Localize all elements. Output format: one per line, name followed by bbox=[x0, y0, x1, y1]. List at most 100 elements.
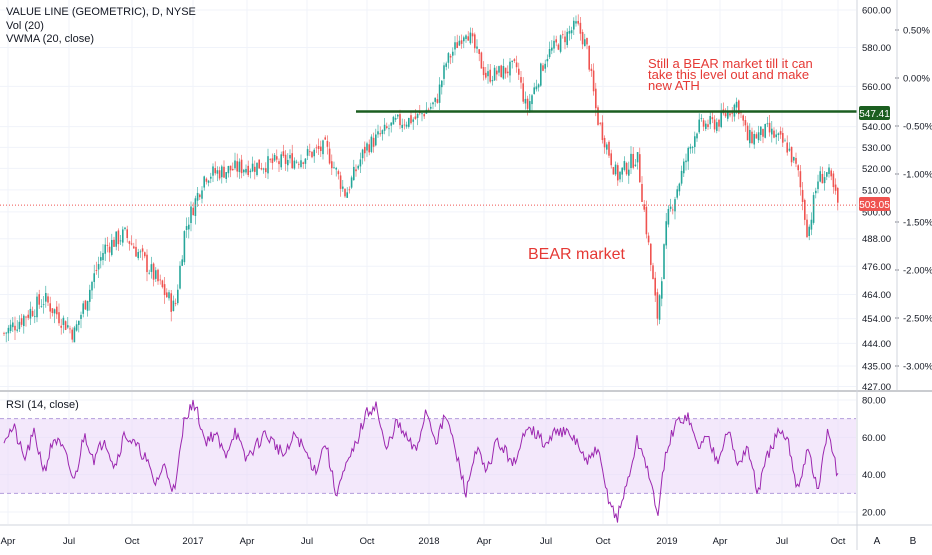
time-tick-label: Jul bbox=[540, 536, 552, 547]
candle bbox=[392, 115, 395, 125]
log-scale-button[interactable]: B bbox=[910, 536, 917, 547]
candle bbox=[672, 206, 674, 215]
candle bbox=[322, 139, 324, 160]
price-tick-label: 488.00 bbox=[862, 234, 891, 245]
candle bbox=[408, 117, 410, 129]
candle bbox=[630, 146, 632, 174]
candle bbox=[667, 205, 670, 228]
candle bbox=[775, 129, 777, 145]
candle bbox=[256, 162, 258, 177]
resistance-badge bbox=[859, 106, 890, 120]
percent-axis[interactable]: 0.50% 0.00% -0.50% -1.00% -1.50% -2.00% -2.50%… bbox=[895, 0, 932, 390]
candle bbox=[388, 124, 390, 137]
candle bbox=[161, 279, 164, 289]
candle bbox=[782, 127, 784, 148]
candle bbox=[357, 164, 359, 171]
rsi-tick-label: 20.00 bbox=[862, 508, 886, 519]
candle bbox=[779, 126, 782, 139]
time-tick-label: Oct bbox=[831, 536, 846, 547]
price-tick-label: 454.00 bbox=[862, 314, 891, 325]
candle bbox=[282, 144, 285, 158]
candle bbox=[790, 146, 793, 167]
candle bbox=[210, 172, 212, 184]
candle bbox=[9, 319, 12, 334]
candle bbox=[575, 15, 577, 27]
candle bbox=[676, 185, 678, 200]
candle bbox=[601, 115, 604, 144]
candle bbox=[141, 244, 144, 261]
candle bbox=[289, 149, 291, 164]
candle bbox=[309, 143, 311, 157]
candle bbox=[744, 116, 747, 132]
time-axis[interactable]: Apr Jul Oct 2017 Apr Jul Oct 2018 Apr Jul Oct 2019 A… bbox=[1, 536, 846, 547]
candle bbox=[804, 198, 806, 226]
candle bbox=[837, 186, 839, 211]
candle bbox=[421, 112, 423, 122]
volume-legend[interactable]: Vol (20) bbox=[6, 20, 44, 32]
candle bbox=[650, 243, 652, 272]
candle bbox=[284, 150, 287, 171]
candle bbox=[656, 288, 659, 326]
price-tick-label: 520.00 bbox=[862, 164, 891, 175]
candle bbox=[753, 130, 755, 149]
candle bbox=[124, 226, 126, 231]
candle bbox=[218, 166, 221, 181]
candle bbox=[159, 274, 161, 285]
candle bbox=[643, 199, 645, 213]
candle bbox=[520, 71, 522, 89]
candle bbox=[267, 148, 269, 180]
rsi-legend[interactable]: RSI (14, close) bbox=[6, 399, 79, 411]
candle bbox=[821, 166, 824, 184]
last-price-badge bbox=[859, 197, 890, 211]
symbol-legend[interactable]: VALUE LINE (GEOMETRIC), D, NYSE bbox=[6, 6, 196, 18]
candle bbox=[302, 161, 304, 169]
price-tick-label: 427.00 bbox=[862, 382, 891, 393]
candle bbox=[355, 164, 357, 177]
candle bbox=[86, 300, 89, 317]
candle bbox=[150, 256, 153, 279]
candle bbox=[619, 170, 621, 183]
candle bbox=[553, 35, 555, 53]
rsi-tick-label: 40.00 bbox=[862, 470, 886, 481]
candle bbox=[689, 143, 692, 154]
vwma-legend[interactable]: VWMA (20, close) bbox=[6, 33, 95, 45]
candle bbox=[647, 232, 650, 246]
candle bbox=[559, 34, 562, 54]
candle bbox=[533, 82, 535, 95]
candle bbox=[155, 267, 157, 283]
price-axis[interactable]: 427.00 435.00 444.00 454.00 464.00 476.00 488.… bbox=[862, 6, 891, 394]
candle bbox=[581, 29, 584, 50]
candle bbox=[639, 147, 641, 183]
candle bbox=[265, 162, 267, 179]
candle bbox=[166, 288, 168, 298]
candle bbox=[324, 135, 326, 141]
percent-tick-label: 0.00% bbox=[903, 74, 930, 85]
candle bbox=[480, 51, 483, 69]
candle bbox=[496, 66, 498, 81]
candle bbox=[62, 315, 65, 334]
candle bbox=[353, 159, 355, 181]
percent-tick-label: -0.50% bbox=[903, 122, 932, 133]
percent-tick-label: -2.50% bbox=[903, 314, 932, 325]
time-tick-label: Jul bbox=[301, 536, 313, 547]
candle bbox=[709, 111, 711, 130]
rsi-axis[interactable]: 20.00 40.00 60.00 80.00 bbox=[862, 396, 886, 519]
auto-scale-button[interactable]: A bbox=[874, 536, 881, 547]
candle bbox=[661, 277, 663, 307]
candle bbox=[680, 165, 683, 186]
candle bbox=[60, 318, 62, 335]
time-tick-label: Apr bbox=[1, 536, 16, 547]
candle bbox=[742, 114, 744, 127]
candle bbox=[258, 159, 260, 169]
candle bbox=[691, 145, 694, 154]
percent-tick-label: -3.00% bbox=[903, 362, 932, 373]
candle bbox=[458, 35, 461, 47]
candle bbox=[806, 214, 808, 238]
candle bbox=[757, 125, 760, 144]
candle bbox=[592, 63, 595, 96]
candle bbox=[18, 315, 21, 332]
candle bbox=[410, 111, 412, 125]
candle bbox=[386, 122, 388, 130]
